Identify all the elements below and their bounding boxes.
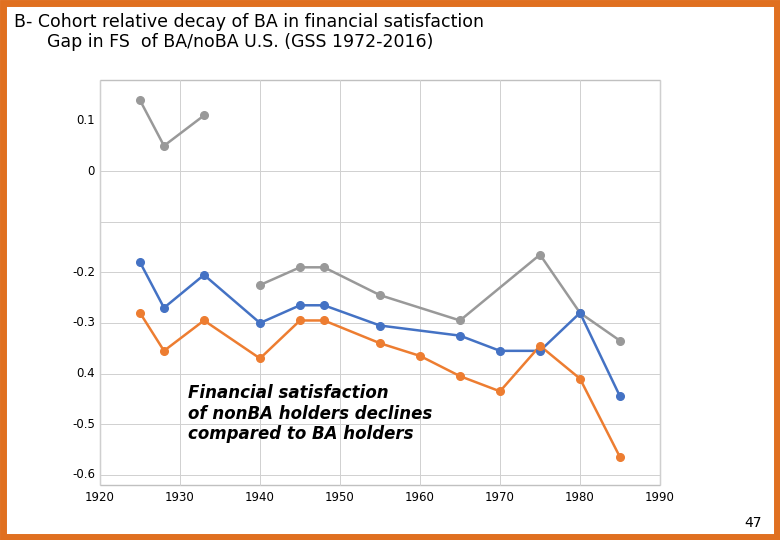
Text: 0.1: 0.1	[76, 114, 95, 127]
Text: 47: 47	[744, 516, 762, 530]
Text: 1930: 1930	[165, 491, 195, 504]
Text: 1980: 1980	[566, 491, 595, 504]
Text: -0.6: -0.6	[72, 468, 95, 481]
Text: 1940: 1940	[245, 491, 275, 504]
Text: 1920: 1920	[85, 491, 115, 504]
Text: -0.3: -0.3	[72, 316, 95, 329]
Text: -0.5: -0.5	[72, 418, 95, 431]
Bar	[100, 80, 660, 485]
Text: Financial satisfaction
of nonBA holders declines
compared to BA holders: Financial satisfaction of nonBA holders …	[188, 384, 432, 443]
Text: -0.2: -0.2	[72, 266, 95, 279]
Text: 0: 0	[87, 165, 95, 178]
Text: 1990: 1990	[645, 491, 675, 504]
Text: Gap in FS  of BA/noBA U.S. (GSS 1972-2016): Gap in FS of BA/noBA U.S. (GSS 1972-2016…	[14, 33, 434, 51]
Text: 1960: 1960	[405, 491, 435, 504]
Text: 0.4: 0.4	[76, 367, 95, 380]
Text: B- Cohort relative decay of BA in financial satisfaction: B- Cohort relative decay of BA in financ…	[14, 13, 484, 31]
Text: 1950: 1950	[325, 491, 355, 504]
Text: 1970: 1970	[485, 491, 515, 504]
